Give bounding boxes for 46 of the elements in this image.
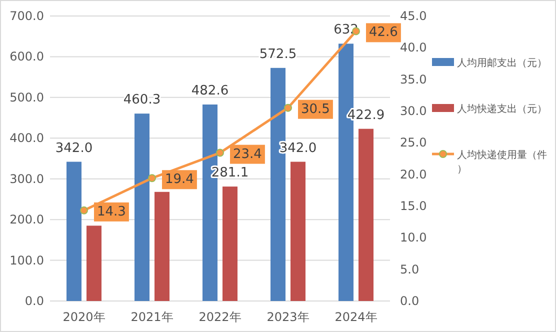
y2-tick-label: 30.0 — [400, 104, 427, 118]
y2-tick-label: 5.0 — [400, 262, 420, 276]
y2-tick-label: 25.0 — [400, 136, 427, 150]
data-label: 572.5 — [259, 46, 297, 62]
y-tick-label: 200.0 — [10, 212, 44, 227]
data-label: 460.3 — [123, 92, 161, 108]
y2-tick-label: 10.0 — [400, 230, 427, 245]
legend-label: 人均快递支出（元） — [457, 103, 547, 115]
data-label: 42.6 — [369, 25, 398, 40]
data-label: 342.0 — [55, 140, 93, 156]
y2-tick-label: 35.0 — [400, 72, 427, 86]
bar — [154, 192, 170, 301]
y-tick-label: 600.0 — [10, 50, 44, 64]
point — [148, 174, 156, 182]
bar — [134, 114, 150, 301]
bar — [290, 162, 306, 301]
data-label: 19.4 — [165, 172, 194, 188]
y-tick-label: 100.0 — [10, 253, 44, 268]
point — [80, 206, 88, 214]
y-tick-label: 500.0 — [10, 90, 44, 104]
y2-tick-label: 45.0 — [400, 9, 427, 23]
bar — [86, 226, 102, 301]
data-label: 14.3 — [97, 204, 126, 220]
x-tick-label: 2021年 — [130, 310, 174, 324]
x-tick-label: 2022年 — [198, 310, 242, 324]
y-tick-label: 400.0 — [10, 131, 44, 146]
y2-tick-label: 20.0 — [400, 167, 427, 182]
y2-tick-label: 40.0 — [400, 40, 427, 55]
data-label: 482.6 — [191, 84, 229, 99]
x-tick-label: 2024年 — [334, 310, 378, 324]
y2-tick-label: 0.0 — [400, 294, 420, 308]
legend-label: 人均快递使用量（件） — [457, 149, 547, 175]
point — [284, 104, 292, 112]
y-tick-label: 300.0 — [10, 172, 44, 186]
y-tick-label: 700.0 — [10, 9, 44, 23]
y-tick-label: 0.0 — [24, 294, 44, 308]
legend-label: 人均用邮支出（元） — [457, 57, 547, 69]
x-tick-label: 2020年 — [62, 310, 106, 324]
bar — [66, 162, 82, 301]
bar — [222, 186, 238, 301]
data-label: 23.4 — [233, 146, 262, 162]
x-tick-label: 2023年 — [266, 310, 310, 324]
data-label: 30.5 — [301, 102, 330, 117]
y2-tick-label: 15.0 — [400, 199, 427, 213]
point — [216, 148, 224, 157]
bar — [358, 128, 374, 301]
